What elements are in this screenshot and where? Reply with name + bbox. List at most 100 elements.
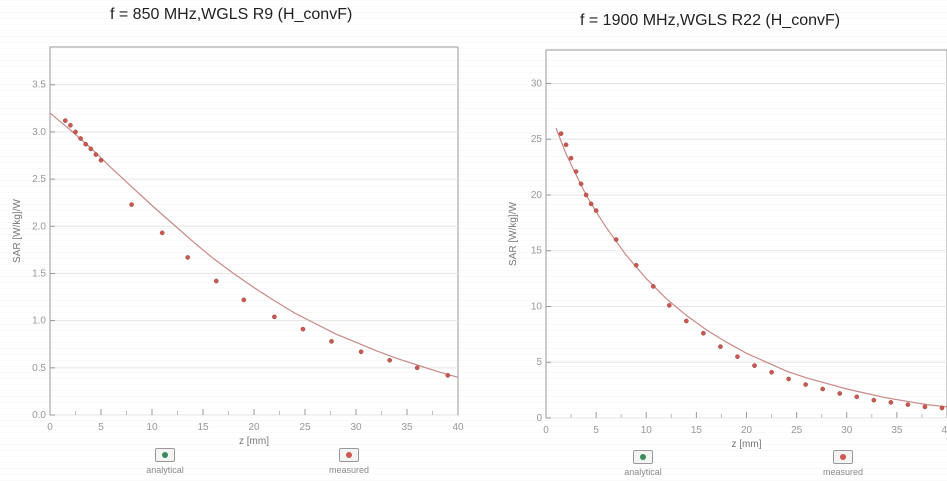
chart2-ytick-label: 25 [531, 134, 543, 145]
legend-swatch-icon [633, 450, 653, 464]
chart2-xtick-label: 20 [741, 425, 753, 436]
chart2-title: f = 1900 MHz,WGLS R22 (H_convF) [580, 12, 841, 29]
chart1-xtick-label: 0 [47, 422, 53, 433]
chart1-measured-point [63, 118, 68, 123]
chart1-measured-point [213, 278, 219, 284]
chart2-measured-point [583, 192, 589, 198]
chart1-legend-measured[interactable]: measured [314, 448, 384, 475]
chart2-measured-point [701, 330, 706, 336]
chart2-measured-point [786, 376, 791, 382]
chart2-xtick-label: 0 [543, 425, 549, 436]
legend-swatch-icon [155, 448, 175, 462]
chart2-measured-point [718, 344, 723, 349]
chart2-xtick-label: 10 [641, 425, 653, 436]
chart1-xtick-label: 5 [98, 422, 104, 433]
chart1-measured-point [185, 255, 190, 260]
chart2-xtick-label: 25 [791, 425, 803, 436]
chart1-measured-point [358, 349, 364, 355]
chart2-measured-point [568, 155, 574, 161]
chart1-xtick-label: 10 [146, 422, 158, 433]
chart1-xtick-label: 25 [299, 422, 311, 433]
chart2-measured-point [578, 181, 584, 187]
chart1-measured-point [98, 157, 104, 163]
chart2-xtick-label: 30 [841, 425, 853, 436]
chart1-measured-point [73, 129, 78, 135]
chart1-analytical-line [49, 112, 459, 378]
chart2-xtick-label: 5 [593, 425, 599, 436]
chart2-measured-point [667, 303, 672, 308]
legend-label: measured [822, 467, 864, 477]
chart1-ylabel: SAR [W/kg]/W [12, 199, 23, 263]
chart2-measured-point [593, 208, 599, 213]
chart1-ytick-label: 3.0 [32, 127, 46, 138]
chart2-measured-point [854, 394, 860, 400]
chart2-legend-measured[interactable]: measured [808, 450, 878, 477]
chart2-ytick-label: 30 [531, 78, 543, 89]
chart2-analytical-line [555, 127, 947, 408]
chart1-measured-point [414, 365, 420, 371]
chart2-measured-point [588, 201, 594, 207]
chart2-measured-point [735, 354, 740, 359]
chart2-measured-point [820, 386, 825, 392]
chart2-measured-point [633, 262, 639, 268]
chart2-measured-point [563, 142, 569, 148]
chart1-measured-point [68, 123, 73, 128]
chart2-measured-point [752, 363, 757, 368]
chart2-measured-point [573, 169, 579, 174]
chart1-xtick-label: 40 [452, 422, 464, 433]
chart1-xtick-label: 15 [197, 422, 209, 433]
chart1-measured-point [78, 136, 83, 141]
chart2-ytick-label: 15 [531, 246, 543, 257]
chart2-measured-point [558, 131, 564, 136]
chart2-measured-point [871, 397, 877, 403]
chart2-legend-analytical[interactable]: analytical [608, 450, 678, 477]
chart2-measured-point [613, 237, 619, 242]
chart2-measured-point [837, 391, 843, 396]
chart2-plot-frame [545, 49, 947, 419]
chart1-xlabel: z [mm] [239, 436, 269, 447]
chart1-xtick-label: 30 [350, 422, 362, 433]
chart1-ytick-label: 2.5 [32, 174, 46, 185]
chart1-measured-point [159, 230, 165, 236]
chart1-ytick-label: 0.5 [32, 363, 46, 374]
chart1-ytick-label: 1.0 [32, 316, 46, 327]
chart2-measured-point [769, 369, 774, 375]
legend-label: analytical [146, 465, 184, 475]
chart2-measured-point [905, 402, 911, 407]
chart2-ytick-label: 10 [531, 301, 543, 312]
chart1-measured-point [129, 202, 134, 207]
chart1-measured-point [83, 141, 88, 147]
chart1-legend-analytical[interactable]: analytical [130, 448, 200, 475]
chart2-measured-point [939, 405, 945, 411]
chart2-xtick-label: 40 [941, 425, 947, 436]
chart2-ytick-label: 5 [536, 357, 542, 368]
chart1-measured-point [241, 297, 247, 303]
chart2-xtick-label: 35 [891, 425, 903, 436]
chart1-xtick-label: 35 [401, 422, 413, 433]
chart1-measured-point [93, 152, 99, 157]
chart2-measured-point [888, 400, 894, 405]
legend-swatch-icon [339, 448, 359, 462]
chart2-ylabel: SAR [W/kg]/W [508, 202, 519, 266]
chart1-title: f = 850 MHz,WGLS R9 (H_convF) [110, 6, 353, 23]
chart1-measured-point [88, 146, 94, 152]
chart2-measured-point [650, 284, 656, 289]
chart2-measured-point [922, 404, 928, 410]
chart2-ytick-label: 20 [531, 190, 543, 201]
legend-label: analytical [624, 467, 662, 477]
chart1-measured-point [272, 314, 277, 320]
chart2-xtick-label: 15 [691, 425, 703, 436]
chart2-measured-point [684, 318, 689, 324]
chart1-xtick-label: 20 [248, 422, 260, 433]
chart2-ytick-label: 0 [536, 413, 542, 424]
legend-label: measured [328, 465, 370, 475]
chart1-measured-point [329, 339, 334, 344]
chart1-measured-point [387, 357, 392, 363]
chart1-ytick-label: 2.0 [32, 221, 46, 232]
chart1-measured-point [300, 326, 306, 332]
chart2-measured-point [803, 382, 808, 387]
chart1-ytick-label: 0.0 [32, 410, 46, 421]
legend-swatch-icon [833, 450, 853, 464]
